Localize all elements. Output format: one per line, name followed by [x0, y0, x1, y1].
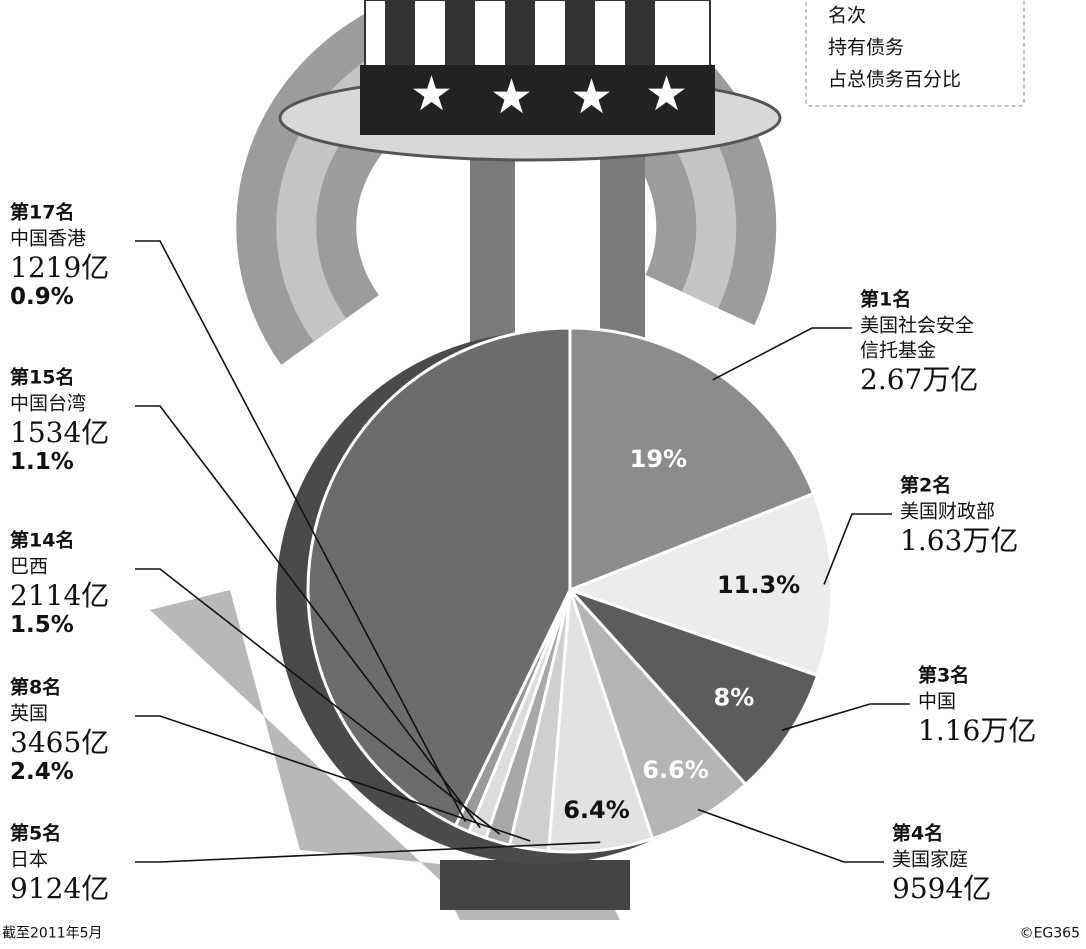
rank-label: 第5名: [10, 822, 61, 845]
leader-line: [135, 568, 501, 835]
holder-name: 日本: [10, 849, 48, 871]
leader-line: [135, 405, 481, 829]
holding-amount: 2.67万亿: [860, 363, 978, 396]
svg-text:★: ★: [410, 66, 453, 122]
pie-slice: [568, 588, 748, 841]
holding-percent: 1.5%: [10, 612, 74, 638]
leader-line: [135, 715, 531, 842]
holder-name: 美国家庭: [892, 849, 968, 871]
pie-slice: [565, 491, 834, 678]
holder-name: 信托基金: [860, 340, 936, 362]
holder-name: 美国社会安全: [860, 315, 974, 337]
holder-name: 中国台湾: [10, 393, 86, 415]
holder-name: 中国香港: [10, 228, 86, 250]
legend-box: [805, 0, 1025, 107]
rank-label: 第15名: [10, 366, 74, 389]
holding-percent: 2.4%: [10, 759, 74, 785]
leader-line: [135, 841, 601, 863]
slice-percent: 8%: [714, 683, 755, 711]
holding-amount: 1.16万亿: [918, 714, 1036, 747]
legend-text: 名次: [828, 5, 866, 27]
holder-name: 英国: [10, 703, 48, 725]
legend-text: 占总债务百分比: [828, 69, 961, 91]
slice-percent: 19%: [630, 445, 687, 473]
svg-text:★: ★: [645, 66, 688, 122]
rank-label: 第17名: [10, 201, 74, 224]
rank-label: 第2名: [900, 474, 951, 497]
holding-amount: 2114亿: [10, 579, 109, 612]
leader-line: [823, 513, 892, 585]
legend-text: 持有债务: [828, 37, 904, 59]
rank-label: 第3名: [918, 664, 969, 687]
slice-percent: 6.6%: [642, 756, 709, 784]
svg-text:★: ★: [490, 69, 533, 125]
slice-percent: 11.3%: [717, 571, 800, 599]
pie-slice: [568, 588, 820, 787]
credit: ©EG365: [1020, 926, 1080, 942]
holding-amount: 1534亿: [10, 416, 109, 449]
leader-line: [781, 703, 910, 731]
leader-line: [135, 240, 467, 822]
holding-amount: 1.63万亿: [900, 524, 1018, 557]
rank-label: 第4名: [892, 822, 943, 845]
holding-percent: 1.1%: [10, 449, 74, 475]
leader-line: [712, 327, 852, 381]
svg-text:★: ★: [570, 69, 613, 125]
holding-percent: 0.9%: [10, 284, 74, 310]
holder-name: 巴西: [10, 556, 48, 578]
rank-label: 第14名: [10, 529, 74, 552]
holding-amount: 1219亿: [10, 251, 109, 284]
holding-amount: 9124亿: [10, 872, 109, 905]
holding-amount: 9594亿: [892, 872, 991, 905]
holding-amount: 3465亿: [10, 726, 109, 759]
footnote: 截至2011年5月: [2, 926, 103, 942]
rank-label: 第8名: [10, 676, 61, 699]
leader-line: [697, 808, 884, 863]
hat-decoration: ★ ★ ★ ★: [278, 0, 782, 162]
rank-label: 第1名: [860, 288, 911, 311]
pie-slice: [306, 326, 572, 828]
holder-name: 中国: [918, 691, 956, 713]
slice-percent: 6.4%: [563, 796, 630, 824]
holder-name: 美国财政部: [900, 501, 995, 523]
pie-slice: [568, 326, 816, 593]
